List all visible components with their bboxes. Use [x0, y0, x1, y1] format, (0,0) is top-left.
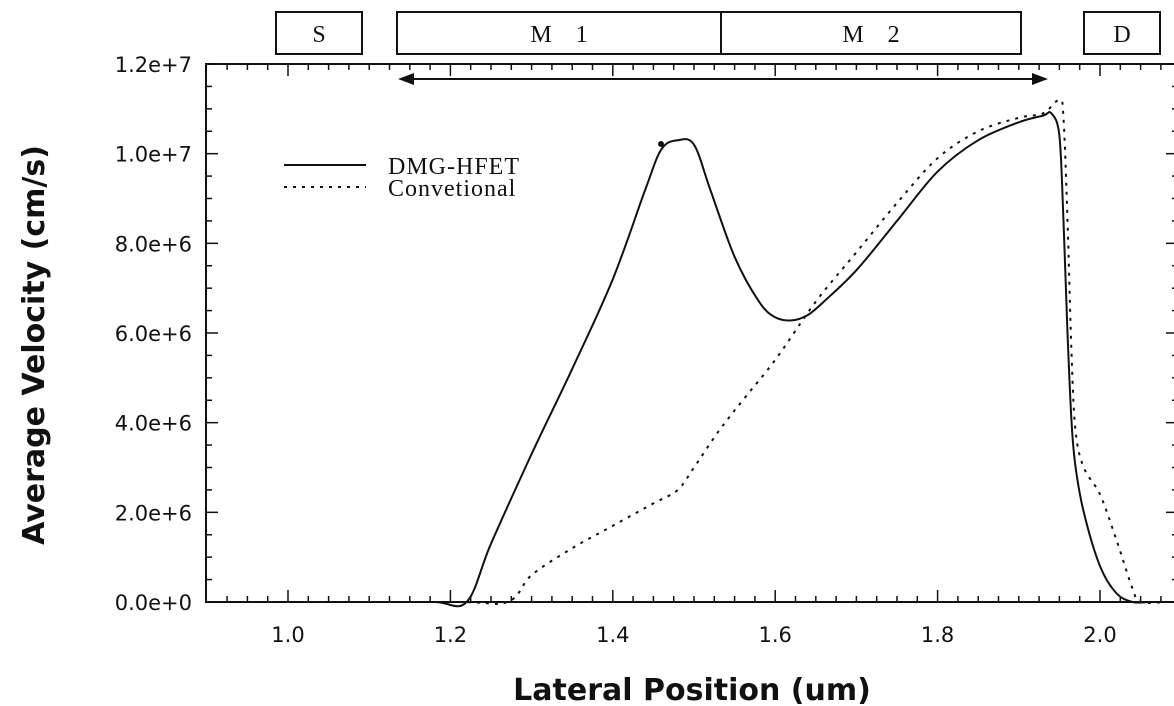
- region-label-metal-1: M 1: [530, 22, 587, 48]
- y-tick-label: 4.0e+6: [115, 412, 192, 436]
- x-tick-label: 1.2: [434, 623, 467, 647]
- series-line-dmg-hfet: [206, 111, 1149, 608]
- series-layer: [206, 98, 1166, 608]
- dmg-marker: [658, 141, 664, 147]
- region-box-metal-1: [396, 11, 722, 55]
- tick-labels: 1.0 1.2 1.4 1.6 1.8 2.0 0.0e+0 2.0e+6 4.0e+6 6.0e…: [115, 53, 1117, 647]
- x-tick-label: 1.4: [596, 623, 629, 647]
- x-tick-label: 1.8: [921, 623, 954, 647]
- y-axis-title: Average Velocity (cm/s): [17, 145, 52, 545]
- series-line-convetional: [206, 98, 1166, 605]
- legend-label-dmg-hfet: DMG-HFET: [388, 154, 520, 180]
- y-tick-label: 1.0e+7: [115, 143, 192, 167]
- y-tick-label: 0.0e+0: [115, 591, 192, 615]
- y-tick-label: 6.0e+6: [115, 322, 192, 346]
- region-box-source: [275, 11, 363, 55]
- region-box-metal-2: [720, 11, 1022, 55]
- x-tick-label: 1.6: [758, 623, 791, 647]
- ticks: [206, 63, 1174, 603]
- y-tick-label: 2.0e+6: [115, 501, 192, 525]
- plot-frame: [205, 63, 1174, 603]
- region-label-source: S: [312, 22, 325, 48]
- region-bar: S M 1 M 2 D: [275, 11, 1161, 55]
- region-label-metal-2: M 2: [842, 22, 899, 48]
- legend-label-convetional: Convetional: [388, 176, 516, 202]
- gate-span-arrow: [398, 73, 1048, 85]
- y-tick-label: 1.2e+7: [115, 53, 192, 77]
- y-tick-label: 8.0e+6: [115, 232, 192, 256]
- legend: DMG-HFET Convetional: [284, 154, 520, 202]
- x-tick-label: 1.0: [271, 623, 304, 647]
- region-label-drain: D: [1113, 22, 1130, 48]
- x-axis-title: Lateral Position (um): [513, 673, 871, 706]
- x-tick-label: 2.0: [1083, 623, 1116, 647]
- region-box-drain: [1083, 11, 1161, 55]
